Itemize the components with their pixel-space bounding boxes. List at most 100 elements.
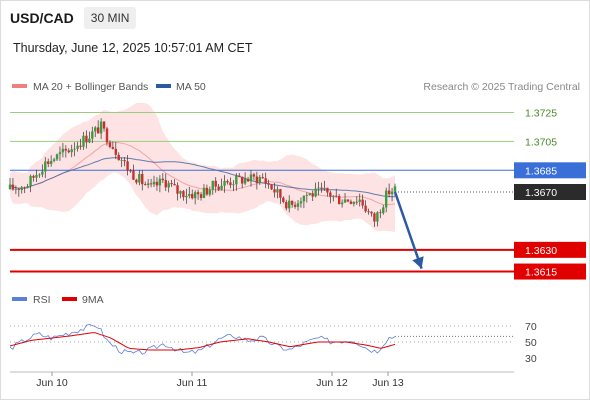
- candle-body: [126, 161, 129, 171]
- candle-body: [49, 160, 53, 164]
- candle-body: [188, 193, 191, 196]
- candle-body: [141, 173, 144, 185]
- timeframe-badge[interactable]: 30 MIN: [83, 7, 137, 29]
- projection-arrow: [393, 191, 424, 270]
- candle-body: [170, 183, 173, 185]
- candle-body: [249, 174, 253, 182]
- candle-body: [23, 187, 26, 189]
- last-price-label: 1.3670: [525, 187, 557, 199]
- candle-body: [379, 212, 382, 214]
- candle-body: [329, 192, 332, 197]
- candle-body: [11, 184, 15, 190]
- candle-body: [176, 185, 179, 194]
- candle-body: [132, 170, 135, 180]
- candle-body: [373, 213, 376, 222]
- candle-body: [293, 204, 297, 207]
- candle-body: [44, 161, 47, 172]
- candle-body: [179, 191, 182, 194]
- candle-body: [349, 201, 353, 204]
- candle-body: [79, 145, 82, 147]
- level-tag-1.3615: [514, 263, 586, 280]
- candle-body: [387, 190, 391, 195]
- candle-body: [305, 195, 309, 197]
- candle-body: [26, 186, 29, 188]
- candle-body: [211, 180, 214, 190]
- last-price-tag: [514, 184, 586, 200]
- candle-body: [17, 189, 21, 190]
- x-tick-label: Jun 13: [372, 377, 404, 389]
- level-label-1.3705: 1.3705: [525, 136, 557, 148]
- price-levels: 1.3725 1.3705 1.3685 1.3630 1.3615: [10, 107, 586, 280]
- candle-body: [152, 181, 156, 185]
- candle-body: [238, 175, 241, 177]
- x-tick-label: Jun 10: [36, 377, 68, 389]
- candle-body: [276, 189, 279, 193]
- level-label-1.3725: 1.3725: [525, 107, 557, 119]
- candle-body: [240, 176, 244, 184]
- candle-body: [217, 186, 220, 190]
- candle-body: [67, 150, 70, 153]
- candle-body: [358, 199, 361, 202]
- candle-body: [8, 184, 12, 190]
- candle-body: [196, 192, 200, 195]
- candle-body: [335, 195, 338, 197]
- candle-body: [290, 200, 294, 205]
- candle-body: [393, 186, 397, 192]
- projection-arrowhead: [412, 256, 424, 269]
- candle-body: [337, 195, 341, 205]
- rsi-ma-legend-swatch: [62, 297, 77, 301]
- candle-body: [94, 127, 97, 132]
- candle-body: [343, 199, 347, 203]
- candle-body: [311, 193, 314, 197]
- price-legend: MA 20 + Bollinger Bands MA 50 Research ©…: [12, 81, 580, 93]
- candle-body: [220, 185, 223, 190]
- candle-body: [355, 201, 358, 203]
- candle-body: [114, 148, 118, 155]
- last-price: 1.3670: [395, 184, 586, 200]
- candle-body: [346, 199, 350, 202]
- candle-body: [384, 190, 388, 208]
- candle-body: [123, 160, 126, 162]
- candle-body: [73, 148, 76, 150]
- candle-body: [129, 170, 132, 172]
- rsi-legend: RSI 9MA: [12, 294, 104, 306]
- candle-body: [299, 201, 303, 204]
- candle-body: [267, 183, 270, 185]
- candle-body: [117, 154, 120, 161]
- candle-body: [264, 178, 267, 184]
- candle-body: [138, 173, 141, 183]
- candle-body: [205, 187, 209, 195]
- candle-body: [135, 179, 138, 183]
- rsi-legend-label: RSI: [33, 294, 51, 306]
- candle-body: [223, 180, 226, 186]
- candle-body: [61, 148, 65, 153]
- candle-body: [376, 212, 379, 222]
- candle-body: [76, 145, 79, 149]
- candle-body: [191, 193, 194, 199]
- candle-body: [64, 148, 68, 151]
- candle-body: [99, 121, 103, 134]
- rsi-legend-swatch: [12, 297, 27, 301]
- candle-body: [235, 175, 238, 185]
- candle-body: [208, 189, 212, 195]
- candle-body: [279, 189, 282, 198]
- candle-body: [255, 176, 259, 183]
- level-label-1.3615: 1.3615: [525, 267, 557, 279]
- candle-body: [29, 175, 32, 187]
- candle-body: [35, 174, 38, 178]
- candle-body: [146, 183, 150, 186]
- ma50-legend-swatch: [156, 84, 171, 88]
- candle-body: [258, 177, 262, 183]
- rsi-tick-70: 70: [525, 321, 537, 333]
- candle-body: [91, 131, 94, 139]
- candle-body: [252, 174, 256, 177]
- candle-body: [308, 193, 311, 196]
- x-tick-label: Jun 11: [177, 377, 208, 389]
- candle-body: [158, 178, 162, 186]
- candle-body: [352, 201, 356, 204]
- ma50-line: [9, 157, 396, 198]
- candle-body: [143, 184, 147, 186]
- candle-body: [173, 184, 176, 186]
- rsi-tick-50: 50: [525, 337, 537, 349]
- candle-body: [214, 180, 217, 187]
